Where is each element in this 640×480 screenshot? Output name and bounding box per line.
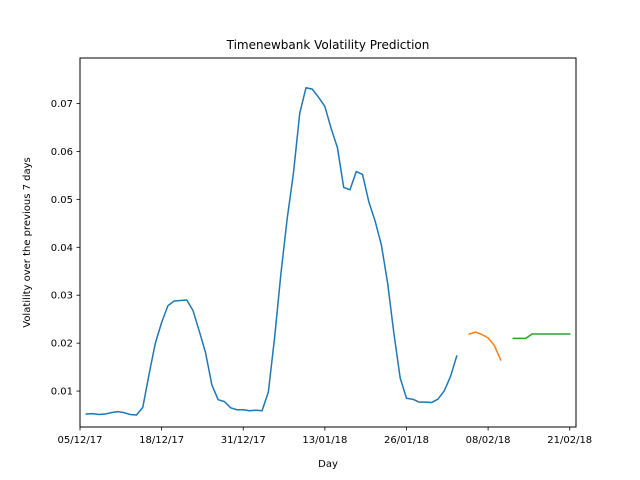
y-tick-label: 0.06 <box>51 147 73 158</box>
series-line-3 <box>512 333 571 340</box>
x-tick-label: 13/01/18 <box>302 435 347 446</box>
y-tick-label: 0.02 <box>51 339 73 350</box>
x-tick-label: 31/12/17 <box>221 435 266 446</box>
y-axis-label: Volatility over the previous 7 days <box>22 157 33 328</box>
x-tick-label: 26/01/18 <box>384 435 429 446</box>
series-line-1 <box>85 86 458 416</box>
y-tick-label: 0.04 <box>51 243 73 254</box>
y-axis: 0.01 0.02 0.03 0.04 0.05 0.06 0.07 <box>51 99 80 398</box>
y-tick-label: 0.05 <box>51 195 73 206</box>
x-axis-label: Day <box>318 459 338 470</box>
y-tick-label: 0.03 <box>51 291 73 302</box>
x-axis: 05/12/17 18/12/17 31/12/17 13/01/18 26/01/18… <box>58 427 592 446</box>
y-tick-label: 0.01 <box>51 387 73 398</box>
y-tick-label: 0.07 <box>51 99 73 110</box>
x-tick-label: 05/12/17 <box>58 435 103 446</box>
plot-frame <box>79 57 577 428</box>
x-tick-label: 18/12/17 <box>139 435 184 446</box>
series-layer <box>85 86 571 416</box>
x-tick-label: 08/02/18 <box>466 435 511 446</box>
chart-title: Timenewbank Volatility Prediction <box>226 38 430 52</box>
x-tick-label: 21/02/18 <box>547 435 592 446</box>
series-line-2 <box>468 331 502 361</box>
